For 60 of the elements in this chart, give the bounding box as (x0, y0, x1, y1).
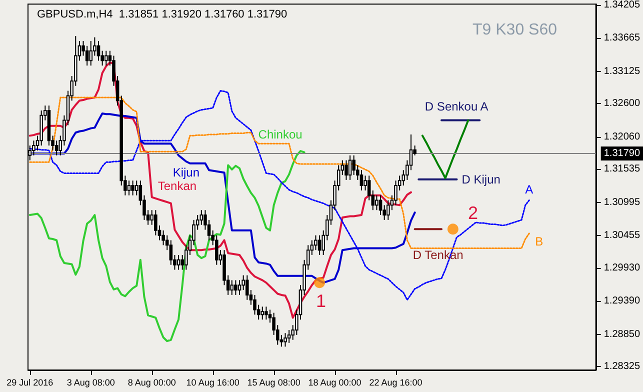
candlestick (318, 234, 322, 256)
candlestick (234, 280, 238, 296)
candlestick (287, 330, 291, 344)
series-label: A (525, 182, 534, 196)
candlestick (348, 154, 352, 180)
candlestick (131, 180, 134, 196)
candlestick (375, 194, 378, 211)
series-label: Tenkan (158, 179, 197, 194)
x-tick-label: 3 Aug 08:00 (66, 378, 115, 388)
x-tick-label: 10 Aug 16:00 (186, 378, 240, 388)
candlestick (154, 210, 158, 236)
annotation: 2 (468, 203, 478, 223)
candlestick (96, 40, 100, 62)
candlestick (360, 170, 364, 191)
x-tick-label: 8 Aug 00:00 (128, 378, 176, 388)
candlestick (215, 234, 218, 266)
candlestick (344, 160, 348, 180)
candlestick (104, 50, 108, 66)
line-series (28, 150, 306, 342)
series-label: Kijun (172, 166, 200, 180)
candlestick (200, 210, 204, 226)
ref-line-label: 1.31790 (604, 148, 640, 160)
series-label: Chinkou (258, 127, 302, 142)
y-tick-label: 1.32600 (604, 98, 640, 110)
y-tick-label: 1.29930 (604, 262, 640, 274)
candlestick (314, 234, 318, 251)
candlestick (89, 40, 93, 66)
series-label: B (535, 234, 544, 248)
x-tick-label: 18 Aug 00:00 (308, 378, 362, 388)
candlestick (260, 306, 264, 320)
x-tick-label: 29 Jul 2016 (6, 378, 54, 388)
candlestick (264, 306, 268, 320)
annotation: 1 (316, 291, 326, 311)
y-tick-label: 1.28850 (604, 328, 640, 340)
series-label: D Kijun (462, 172, 500, 186)
series-label: D Senkou A (424, 99, 488, 114)
candlestick (230, 280, 234, 296)
y-tick-label: 1.28325 (604, 361, 640, 372)
candlestick (238, 280, 242, 296)
chart-title: GBPUSD.m,H4 1.31851 1.31920 1.31760 1.31790 (37, 8, 288, 20)
candlestick (176, 254, 180, 270)
candlestick (352, 154, 356, 176)
candlestick (127, 180, 131, 196)
annotation: T9 K30 S60 (472, 22, 558, 38)
y-tick-label: 1.29390 (604, 296, 640, 307)
candlestick (386, 200, 390, 220)
y-tick-label: 1.33125 (604, 66, 640, 77)
y-tick-label: 1.31535 (604, 164, 640, 175)
candlestick (284, 332, 287, 348)
x-tick-label: 22 Aug 16:00 (369, 378, 422, 388)
candlestick (162, 230, 165, 246)
candlestick (85, 45, 89, 66)
y-tick-label: 1.30995 (604, 196, 640, 208)
y-tick-label: 1.32060 (604, 131, 640, 142)
y-tick-label: 1.33665 (604, 32, 640, 44)
candlestick (253, 294, 256, 316)
y-tick-label: 1.30455 (604, 230, 640, 242)
candlestick (378, 194, 382, 216)
y-tick-label: 1.34205 (604, 0, 640, 10)
x-tick-label: 15 Aug 08:00 (247, 378, 300, 388)
